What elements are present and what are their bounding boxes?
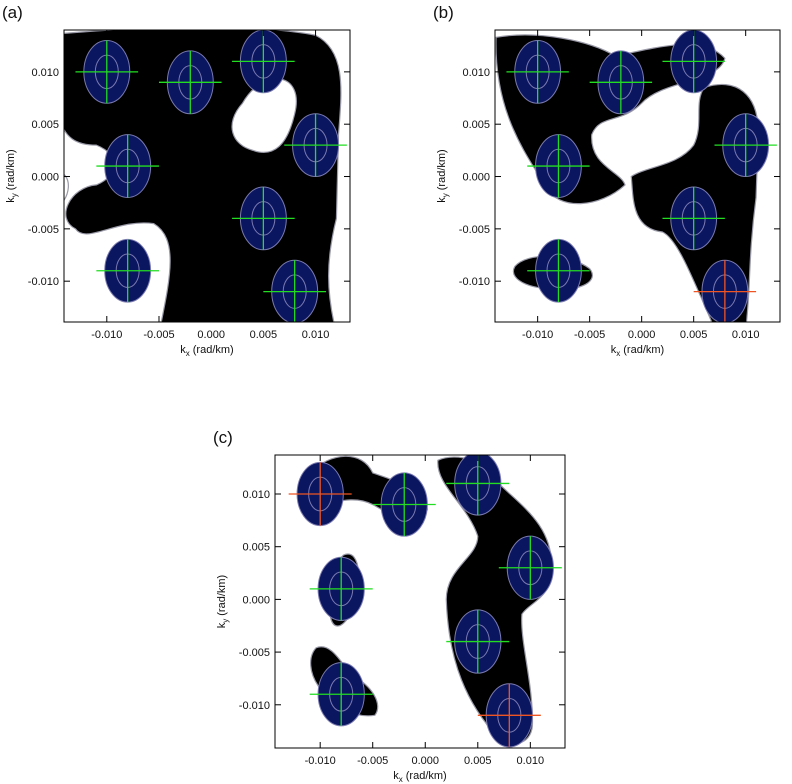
peak-cross: [589, 50, 653, 114]
panel: -0.010 -0.005 0.000 0.005 0.010 -0.010 -0.005 0…: [433, 3, 781, 358]
y-tick-label: 0.000: [31, 172, 59, 184]
y-tick-label: -0.010: [459, 276, 490, 288]
x-axis-title-symbol: k: [393, 770, 399, 782]
peak-cross: [477, 683, 541, 747]
x-axis-title-unit: (rad/km): [623, 344, 664, 356]
x-tick-label: 0.005: [680, 329, 708, 341]
x-axis-title-subscript: x: [399, 775, 403, 784]
x-tick-label: -0.005: [143, 329, 174, 341]
peak-cross: [506, 40, 569, 104]
y-tick-label: 0.010: [462, 67, 490, 79]
peak-cross: [662, 30, 725, 93]
x-tick-label: 0.005: [464, 755, 492, 767]
y-axis-title-unit: (rad/km): [5, 149, 17, 190]
plot-area: [496, 30, 777, 322]
x-tick-label: -0.005: [357, 755, 388, 767]
peak-cross: [446, 609, 510, 674]
y-axis-title: ky (rad/km): [216, 575, 230, 628]
x-axis-title-unit: (rad/km): [193, 344, 234, 356]
x-tick-label: 0.000: [628, 329, 656, 341]
peak-cross: [263, 260, 326, 322]
x-axis-title: kx (rad/km): [611, 344, 664, 358]
x-tick-label: 0.010: [517, 755, 545, 767]
plot-area: [64, 30, 347, 322]
peak-cross: [662, 186, 725, 250]
peak-cross: [232, 186, 295, 250]
peak-cross: [96, 134, 159, 198]
peak-cross: [232, 30, 295, 93]
x-axis-title-subscript: x: [616, 349, 620, 358]
x-axis-title-subscript: x: [186, 349, 190, 358]
y-tick-label: 0.005: [242, 542, 270, 554]
y-tick-label: -0.010: [239, 700, 270, 712]
panel: -0.010 -0.005 0.000 0.005 0.010 -0.010 -0.005 0…: [2, 3, 351, 358]
peak-cross: [527, 239, 590, 303]
y-axis-title: ky (rad/km): [436, 149, 450, 202]
density-contour: [438, 457, 552, 744]
x-tick-label: 0.005: [250, 329, 278, 341]
y-axis-title-subscript: y: [441, 193, 450, 197]
peak-cross: [284, 113, 347, 177]
x-tick-label: -0.005: [574, 329, 605, 341]
panel-label: (c): [213, 428, 233, 447]
panel-label: (a): [2, 3, 23, 22]
y-tick-label: -0.005: [459, 224, 490, 236]
x-tick-label: -0.010: [91, 329, 122, 341]
x-tick-label: 0.000: [197, 329, 225, 341]
peak-cross: [75, 40, 139, 104]
y-axis-title-subscript: y: [10, 193, 19, 197]
axes-frame: [63, 29, 351, 323]
y-tick-label: 0.000: [462, 172, 490, 184]
contours: [64, 30, 341, 322]
x-tick-label: -0.010: [522, 329, 553, 341]
y-tick-label: -0.005: [239, 647, 270, 659]
y-tick-label: 0.010: [242, 489, 270, 501]
peak-cross: [158, 50, 222, 114]
x-axis-title-symbol: k: [180, 344, 186, 356]
y-tick-label: 0.005: [462, 119, 490, 131]
y-tick-label: 0.005: [31, 119, 59, 131]
y-axis-title-unit: (rad/km): [436, 149, 448, 190]
peak-cross: [693, 260, 757, 322]
peak-cross: [527, 134, 590, 198]
y-tick-label: 0.000: [242, 594, 270, 606]
contours: [297, 455, 553, 747]
y-axis-title-symbol: k: [216, 622, 228, 628]
panel: -0.010 -0.005 0.000 0.005 0.010 -0.010 -0.005 0…: [213, 428, 566, 784]
peak-cross: [288, 462, 352, 526]
peak-cross: [96, 239, 159, 303]
y-axis-title-symbol: k: [5, 197, 17, 203]
plot-area: [288, 455, 562, 747]
axes-frame: [274, 454, 566, 749]
peak-cross: [498, 536, 562, 600]
y-axis-title-unit: (rad/km): [216, 575, 228, 616]
x-axis-title-symbol: k: [611, 344, 617, 356]
y-axis-title: ky (rad/km): [5, 149, 19, 202]
y-axis-title-subscript: y: [221, 619, 230, 623]
y-axis-title-symbol: k: [436, 197, 448, 203]
x-axis-title-unit: (rad/km): [406, 770, 447, 782]
y-tick-label: 0.010: [31, 67, 59, 79]
peak-cross: [446, 455, 510, 516]
y-tick-label: -0.005: [28, 224, 59, 236]
x-tick-label: 0.010: [302, 329, 330, 341]
contours: [496, 30, 769, 322]
x-axis-title: kx (rad/km): [180, 344, 233, 358]
contour-hole: [64, 171, 69, 208]
x-tick-label: 0.000: [411, 755, 439, 767]
panel-label: (b): [433, 3, 454, 22]
x-tick-label: 0.010: [732, 329, 760, 341]
peak-cross: [372, 472, 436, 537]
peak-cross: [714, 113, 777, 177]
peak-cross: [309, 557, 373, 621]
x-axis-title: kx (rad/km): [393, 770, 446, 784]
peak-cross: [309, 662, 373, 726]
y-tick-label: -0.010: [28, 276, 59, 288]
x-tick-label: -0.010: [305, 755, 336, 767]
axes-frame: [494, 29, 781, 323]
